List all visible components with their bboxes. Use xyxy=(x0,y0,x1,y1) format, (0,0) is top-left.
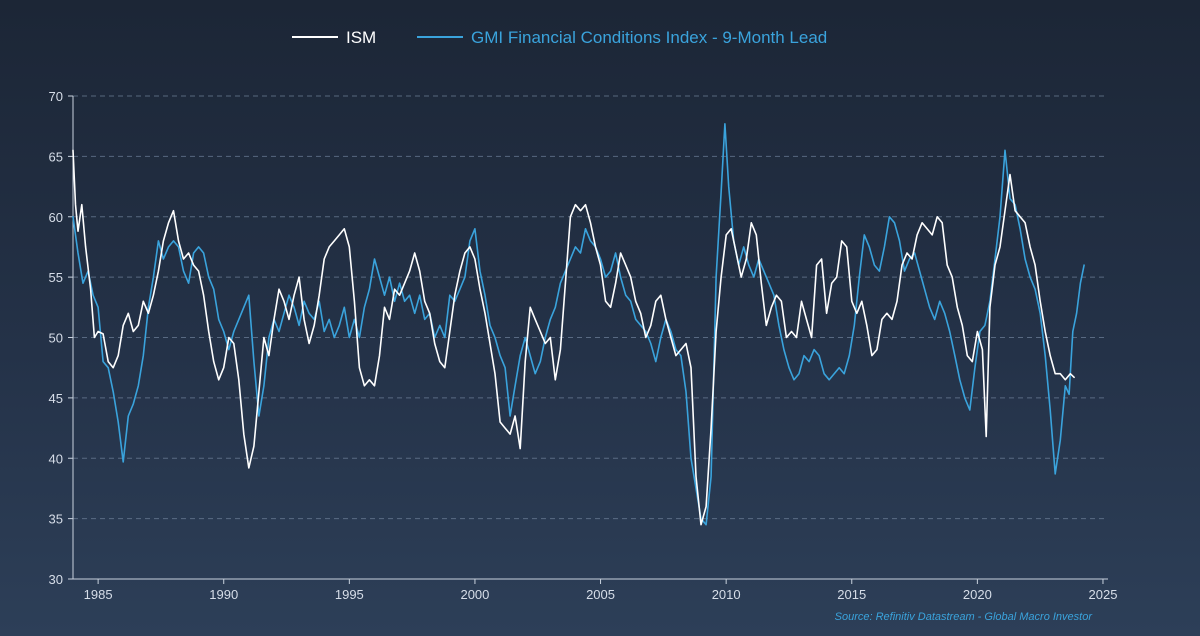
y-axis-ticks: 30 35 40 45 50 55 60 65 70 xyxy=(49,89,73,587)
legend: ISM GMI Financial Conditions Index - 9-M… xyxy=(292,28,827,47)
x-axis-ticks: 1985 1990 1995 2000 2005 2010 2015 2020 2025 xyxy=(84,579,1118,602)
legend-ism-label: ISM xyxy=(346,28,376,47)
x-tick-label-1985: 1985 xyxy=(84,587,113,602)
series-lines xyxy=(72,123,1085,526)
x-tick-label-2000: 2000 xyxy=(460,587,489,602)
y-tick-label-40: 40 xyxy=(49,451,63,466)
y-tick-label-30: 30 xyxy=(49,572,63,587)
x-tick-label-1995: 1995 xyxy=(335,587,364,602)
y-tick-label-70: 70 xyxy=(49,89,63,104)
legend-item-gmi: GMI Financial Conditions Index - 9-Month… xyxy=(417,28,827,47)
legend-gmi-label: GMI Financial Conditions Index - 9-Month… xyxy=(471,28,827,47)
x-tick-label-2005: 2005 xyxy=(586,587,615,602)
x-tick-label-2025: 2025 xyxy=(1089,587,1118,602)
ism-line xyxy=(72,149,1075,526)
x-tick-label-2015: 2015 xyxy=(837,587,866,602)
source-note: Source: Refinitiv Datastream - Global Ma… xyxy=(835,611,1094,623)
y-tick-label-35: 35 xyxy=(49,512,63,527)
legend-item-ism: ISM xyxy=(292,28,376,47)
x-tick-label-2020: 2020 xyxy=(963,587,992,602)
grid-lines xyxy=(73,95,1108,520)
y-tick-label-50: 50 xyxy=(49,331,63,346)
gmi-line xyxy=(72,123,1085,526)
y-tick-label-60: 60 xyxy=(49,210,63,225)
y-tick-label-65: 65 xyxy=(49,149,63,164)
x-tick-label-1990: 1990 xyxy=(209,587,238,602)
y-tick-label-45: 45 xyxy=(49,391,63,406)
x-tick-label-2010: 2010 xyxy=(712,587,741,602)
y-tick-label-55: 55 xyxy=(49,270,63,285)
